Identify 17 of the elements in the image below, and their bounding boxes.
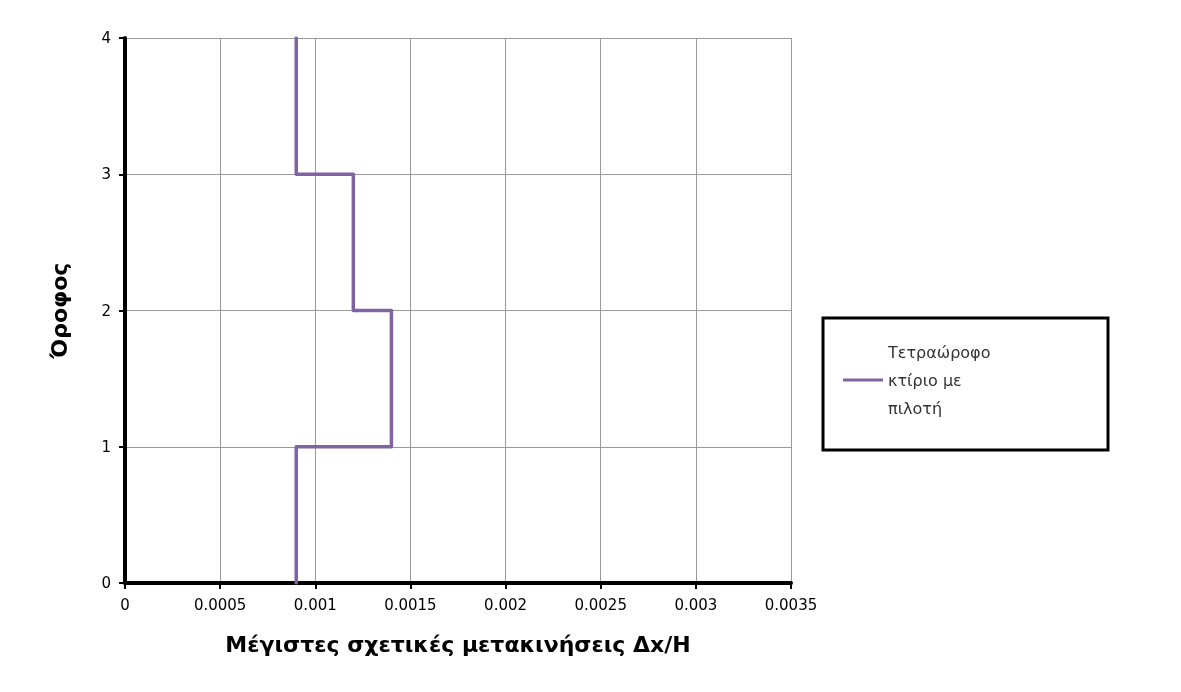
y-tick-label: 0 (101, 574, 111, 592)
y-tick-label: 1 (101, 437, 111, 456)
x-tick-label: 0.0015 (384, 595, 437, 614)
x-axis-title: Μέγιστες σχετικές μετακινήσεις Δx/H (225, 631, 691, 657)
x-tick-label: 0.0025 (574, 595, 627, 614)
y-tick-label: 3 (101, 165, 111, 184)
y-axis-title: Όροφος (46, 262, 72, 360)
x-tick-label: 0.003 (674, 595, 718, 614)
x-tick-label: 0.002 (484, 595, 528, 614)
x-tick-label: 0 (120, 595, 130, 614)
x-tick-label: 0.001 (293, 595, 337, 614)
y-tick-label: 2 (101, 301, 111, 320)
line-series (294, 36, 394, 585)
legend-label: Τετραώροφο κτίριο με πιλοτή (887, 342, 996, 418)
y-tick-label: 4 (101, 29, 111, 47)
x-tick-label: 0.0035 (764, 595, 818, 614)
x-tick-label: 0.0005 (193, 595, 247, 614)
